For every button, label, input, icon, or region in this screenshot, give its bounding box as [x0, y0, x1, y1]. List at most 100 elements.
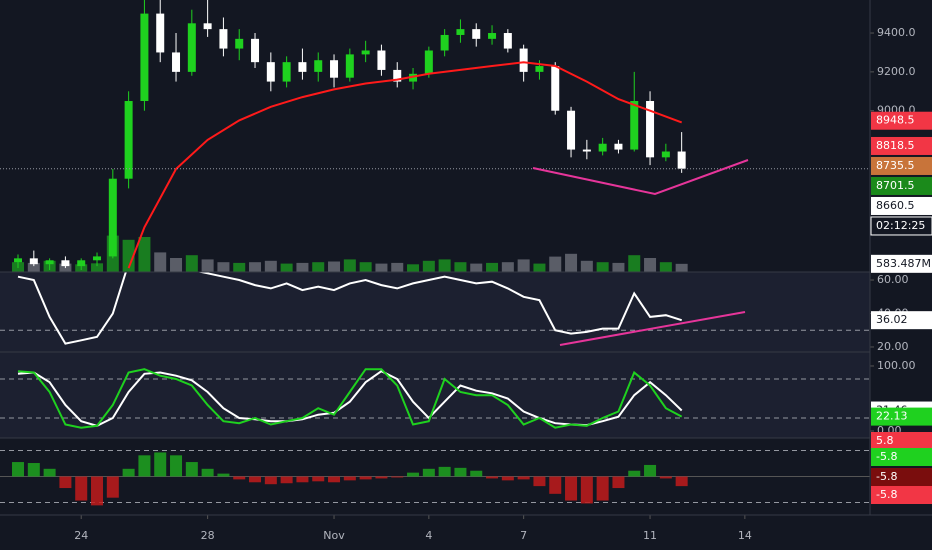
candle-body	[646, 101, 655, 158]
candle-body	[488, 33, 497, 39]
histogram-bar	[422, 468, 435, 477]
histogram-bar	[612, 476, 625, 489]
volume-bar	[565, 253, 578, 272]
candle-body	[108, 178, 117, 257]
histogram-bar	[359, 476, 372, 480]
x-tick-label: 4	[425, 529, 432, 542]
candle-body	[535, 66, 544, 72]
histogram-bar	[75, 476, 88, 501]
candle-body	[677, 151, 686, 169]
candle-body	[630, 101, 639, 150]
volume-bar	[201, 259, 214, 272]
histogram-bar	[596, 476, 609, 501]
axis-label-bg	[871, 407, 932, 426]
volume-bar	[533, 263, 546, 272]
axis-label: 583.487M	[876, 257, 931, 270]
histogram-bar	[407, 472, 420, 477]
candle-body	[219, 29, 228, 49]
price-label: 8660.5	[876, 199, 915, 212]
volume-bar	[391, 262, 404, 272]
candle-body	[503, 33, 512, 49]
histogram-bar	[280, 476, 293, 484]
histogram-bar	[106, 476, 119, 498]
y-tick-label: 100.00	[877, 359, 916, 372]
volume-bar	[27, 262, 40, 272]
volume-bar	[644, 258, 657, 272]
candle-body	[582, 149, 591, 152]
axis-label: 22.13	[876, 410, 908, 423]
trend-drawing	[532, 159, 749, 196]
histogram-bar	[343, 476, 356, 481]
moving-average	[127, 61, 683, 269]
candle-body	[598, 143, 607, 152]
candle-body	[614, 143, 623, 150]
histogram-bar	[217, 473, 230, 477]
volume-bar	[659, 262, 672, 272]
histogram-bar	[27, 463, 40, 477]
candle-body	[314, 60, 323, 72]
histogram-bar	[91, 476, 104, 506]
histogram-bar	[375, 476, 388, 479]
volume-bar	[170, 258, 183, 272]
x-tick-label: 28	[201, 529, 215, 542]
axis-label-bg	[871, 468, 932, 486]
volume-bar	[296, 262, 309, 272]
price-panel	[0, 0, 870, 272]
volume-bar	[454, 262, 467, 272]
indicator-line	[17, 272, 683, 345]
candle-body	[361, 50, 370, 55]
histogram-bar	[12, 462, 25, 477]
candle-body	[140, 13, 149, 102]
volume-bar	[470, 263, 483, 272]
volume-bar	[549, 256, 562, 272]
volume-bar	[612, 262, 625, 272]
candle-body	[330, 60, 339, 78]
histogram-bar	[59, 476, 72, 489]
y-tick-label: 60.00	[877, 273, 909, 286]
candle-body	[29, 258, 38, 265]
volume-bar	[280, 263, 293, 272]
candle-body	[567, 110, 576, 150]
histogram-bar	[233, 476, 246, 480]
volume-bar	[328, 261, 341, 272]
histogram-bar	[628, 470, 641, 477]
volume-bar	[359, 262, 372, 272]
rsi-panel	[0, 272, 870, 352]
countdown-bg	[870, 216, 932, 236]
axis-label-bg	[871, 254, 932, 273]
histogram-bar	[659, 476, 672, 479]
histogram-bar	[122, 468, 135, 477]
histogram-bar	[391, 476, 404, 478]
volume-bar	[249, 262, 262, 272]
x-tick-label: Nov	[323, 529, 345, 542]
histogram-bar	[675, 476, 688, 487]
candle-body	[440, 34, 449, 51]
candle-body	[266, 62, 275, 82]
volume-bar	[407, 264, 420, 272]
axis-label: -5.8	[876, 450, 897, 463]
candle-body	[45, 260, 54, 265]
volume-bar	[233, 262, 246, 272]
candle-body	[203, 23, 212, 30]
candle-body	[187, 23, 196, 72]
candle-body	[345, 54, 354, 78]
volume-bar	[122, 239, 135, 272]
axis-label: 36.02	[876, 313, 908, 326]
price-label: 8818.5	[876, 139, 915, 152]
price-label: 8948.5	[876, 114, 915, 127]
volume-bar	[486, 262, 499, 272]
histogram-bar	[454, 467, 467, 477]
candle-body	[661, 151, 670, 158]
histogram-bar	[565, 476, 578, 501]
histogram-bar	[249, 476, 262, 483]
histogram-bar	[264, 476, 277, 485]
histogram-bar	[501, 476, 514, 481]
candle-body	[377, 50, 386, 70]
volume-bar	[675, 263, 688, 272]
y-tick-label: 9400.0	[877, 26, 916, 39]
volume-bar	[154, 252, 167, 272]
volume-bar	[264, 260, 277, 272]
volume-bar	[91, 263, 104, 272]
candle-body	[156, 13, 165, 53]
